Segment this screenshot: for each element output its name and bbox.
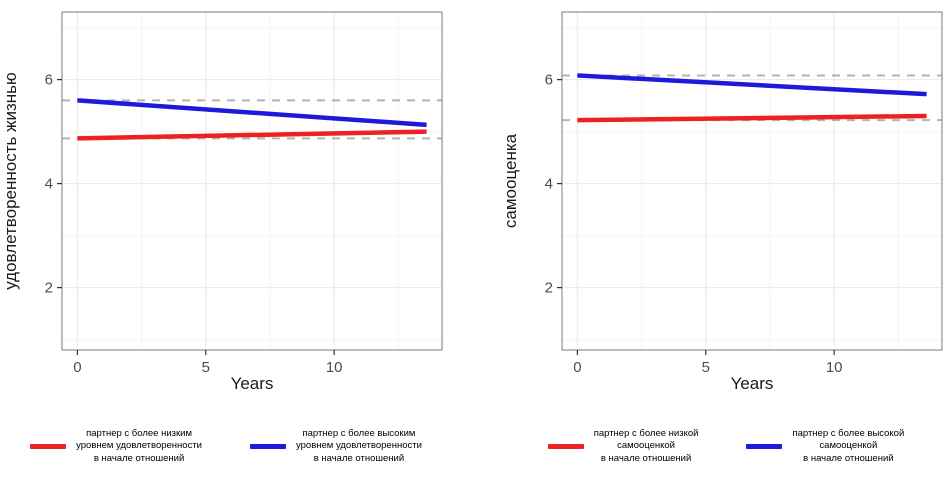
svg-text:6: 6	[545, 72, 553, 89]
legend-swatch-red	[547, 444, 584, 450]
life-satisfaction-plot: 0 5 10 2 4 6 Years удовлетворенность жизнью	[1, 11, 443, 393]
svg-text:10: 10	[826, 359, 843, 376]
svg-text:2: 2	[45, 280, 53, 297]
legend-swatch-red	[30, 444, 67, 450]
svg-text:4: 4	[45, 176, 53, 193]
legend-label: партнер с более высоким уровнем удовлетв…	[296, 428, 422, 464]
legend: партнер с более низкой самооценкой в нач…	[500, 428, 952, 465]
svg-text:0: 0	[573, 359, 581, 376]
svg-text:6: 6	[45, 72, 53, 89]
svg-text:Years: Years	[231, 374, 274, 393]
svg-text:10: 10	[326, 359, 343, 376]
figures-row: 0 5 10 2 4 6 Years удовлетворенность жизнью пар…	[0, 2, 952, 465]
legend: партнер с более низким уровнем удовлетво…	[0, 428, 452, 465]
svg-text:4: 4	[545, 176, 553, 193]
self-esteem-plot: 0 5 10 2 4 6 Years самооценка	[501, 11, 943, 393]
svg-text:5: 5	[202, 359, 210, 376]
legend-swatch-blue	[746, 444, 783, 450]
svg-text:удовлетворенность жизнью: удовлетворенность жизнью	[1, 72, 20, 290]
life-satisfaction-chart: 0 5 10 2 4 6 Years удовлетворенность жизнью пар…	[0, 2, 452, 465]
svg-text:2: 2	[545, 280, 553, 297]
legend-label: партнер с более высокой самооценкой в на…	[792, 428, 905, 464]
legend-entry-high: партнер с более высоким уровнем удовлетв…	[250, 428, 422, 465]
legend-swatch-blue	[250, 444, 286, 450]
svg-text:0: 0	[73, 359, 81, 376]
legend-label: партнер с более низким уровнем удовлетво…	[76, 428, 202, 464]
svg-text:самооценка: самооценка	[501, 133, 520, 228]
legend-label: партнер с более низкой самооценкой в нач…	[593, 428, 699, 464]
self-esteem-chart: 0 5 10 2 4 6 Years самооценка партнер с более н…	[500, 2, 952, 465]
svg-text:Years: Years	[731, 374, 774, 393]
legend-entry-high: партнер с более высокой самооценкой в на…	[746, 428, 904, 465]
svg-text:5: 5	[702, 359, 710, 376]
legend-entry-low: партнер с более низкой самооценкой в нач…	[547, 428, 699, 465]
legend-entry-low: партнер с более низким уровнем удовлетво…	[30, 428, 202, 465]
